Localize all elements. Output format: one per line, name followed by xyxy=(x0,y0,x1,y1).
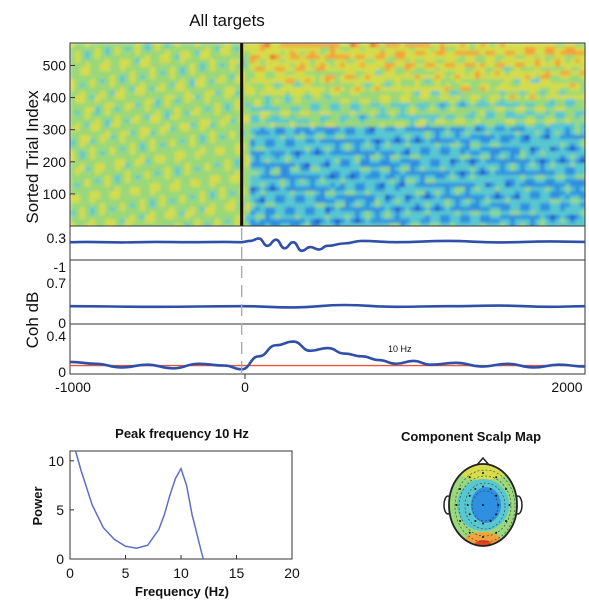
spectrum-xtick-label-3: 15 xyxy=(229,565,245,581)
panel-3-series-line xyxy=(69,340,586,371)
scalp-electrode-4 xyxy=(489,519,492,522)
scalp-head-outline xyxy=(448,463,518,547)
scalp-contour-0 xyxy=(458,475,512,537)
scalp-electrode-11 xyxy=(459,519,462,522)
scalp-electrode-23 xyxy=(504,488,507,491)
scalp-electrode-14 xyxy=(468,494,471,497)
spectrum-ytick-label-0: 0 xyxy=(56,551,64,567)
heatmap-ytick-label-3: 400 xyxy=(43,90,67,106)
spectrum-title: Peak frequency 10 Hz xyxy=(115,426,249,441)
spectrum-xtick-label-4: 20 xyxy=(284,565,300,581)
spectrum-ylabel: Power xyxy=(30,486,45,525)
scalp-contour-2 xyxy=(471,490,499,522)
panel-3-ytick-top: 0.4 xyxy=(47,328,67,344)
scalp-electrode-17 xyxy=(468,476,471,479)
panel-2-series-line xyxy=(69,303,586,309)
scalp-electrode-7 xyxy=(482,535,484,538)
heatmap-ytick-label-2: 300 xyxy=(43,122,67,138)
scalp-map-title: Component Scalp Map xyxy=(401,429,541,444)
panel-3-annotation: 10 Hz xyxy=(388,344,412,354)
scalp-electrode-2 xyxy=(495,513,498,516)
scalp-electrode-18 xyxy=(482,485,484,488)
scalp-electrode-19 xyxy=(482,472,484,475)
scalp-electrode-6 xyxy=(482,522,484,525)
spectrum-xtick-label-0: 0 xyxy=(66,565,74,581)
scalp-electrode-21 xyxy=(495,476,498,479)
heatmap-title: All targets xyxy=(189,11,265,30)
scalp-electrode-24 xyxy=(482,504,484,506)
scalp-electrode-20 xyxy=(489,488,492,491)
scalp-electrode-12 xyxy=(466,504,469,506)
spectrum-ytick-label-1: 5 xyxy=(56,502,64,518)
scalp-electrode-16 xyxy=(474,488,477,491)
scalp-electrode-0 xyxy=(497,504,500,506)
panel-1-series-line xyxy=(69,237,586,253)
scalp-electrode-3 xyxy=(504,519,507,522)
heatmap-ylabel: Sorted Trial Index xyxy=(23,90,42,224)
scalp-contour-1 xyxy=(464,482,506,530)
scalp-electrode-5 xyxy=(495,531,498,534)
panel-2-frame xyxy=(69,259,586,325)
heatmap-ytick-label-1: 200 xyxy=(43,154,67,170)
spectrum-xtick-label-1: 5 xyxy=(122,565,130,581)
xtick-label-right: 2000 xyxy=(551,379,582,395)
heatmap-ytick-label-4: 500 xyxy=(43,57,67,73)
scalp-electrode-22 xyxy=(495,494,498,497)
spectrum-ytick-label-2: 10 xyxy=(48,453,64,469)
panel-1-ytick-top: 0.3 xyxy=(47,230,67,246)
scalp-electrode-1 xyxy=(508,504,511,506)
xtick-label-mid: 0 xyxy=(241,379,249,395)
scalp-nose xyxy=(475,456,491,467)
scalp-map xyxy=(443,456,523,547)
panel-1-ytick-bottom: -1 xyxy=(54,259,67,275)
spectrum-xlabel: Frequency (Hz) xyxy=(135,584,229,599)
panel-2-ytick-top: 0.7 xyxy=(47,275,67,291)
spectrum-xtick-label-2: 10 xyxy=(173,565,189,581)
coh-ylabel: Coh dB xyxy=(23,292,42,349)
heatmap-ytick-label-0: 100 xyxy=(43,186,67,202)
spectrum-series-line xyxy=(74,450,204,560)
scalp-electrode-10 xyxy=(468,513,471,516)
scalp-contour-3 xyxy=(454,469,516,543)
scalp-electrode-9 xyxy=(468,531,471,534)
heatmap-image xyxy=(70,43,585,226)
scalp-electrode-8 xyxy=(474,519,477,522)
xtick-label-left: -1000 xyxy=(55,379,91,395)
panel-3-ytick-bottom: 0 xyxy=(58,364,66,380)
scalp-electrode-13 xyxy=(455,504,458,506)
scalp-electrode-15 xyxy=(459,488,462,491)
panel-2-ytick-bottom: 0 xyxy=(58,315,66,331)
